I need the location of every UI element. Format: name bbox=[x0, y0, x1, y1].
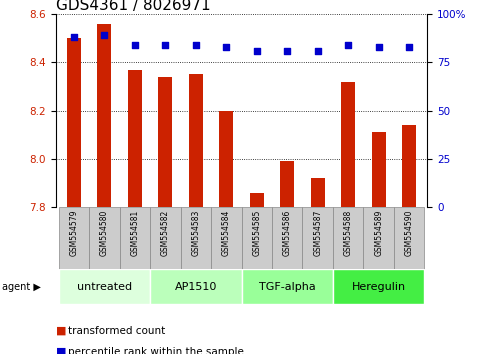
Bar bbox=[211, 207, 242, 271]
Bar bbox=[372, 132, 385, 207]
Bar bbox=[120, 207, 150, 271]
Text: GSM554581: GSM554581 bbox=[130, 210, 139, 256]
Point bbox=[131, 42, 139, 48]
Text: GSM554588: GSM554588 bbox=[344, 210, 353, 256]
Text: GDS4361 / 8026971: GDS4361 / 8026971 bbox=[56, 0, 210, 13]
Text: percentile rank within the sample: percentile rank within the sample bbox=[68, 347, 243, 354]
Point bbox=[253, 48, 261, 54]
Bar bbox=[189, 74, 203, 207]
Bar bbox=[394, 207, 425, 271]
Text: AP1510: AP1510 bbox=[174, 282, 217, 292]
Text: GSM554590: GSM554590 bbox=[405, 210, 413, 256]
Text: ■: ■ bbox=[56, 347, 66, 354]
Bar bbox=[363, 207, 394, 271]
Text: GSM554587: GSM554587 bbox=[313, 210, 322, 256]
Point bbox=[375, 44, 383, 50]
Text: GSM554584: GSM554584 bbox=[222, 210, 231, 256]
Bar bbox=[302, 207, 333, 271]
Point bbox=[161, 42, 169, 48]
Text: agent ▶: agent ▶ bbox=[2, 282, 41, 292]
Bar bbox=[58, 269, 150, 304]
Text: transformed count: transformed count bbox=[68, 326, 165, 336]
Bar bbox=[219, 111, 233, 207]
Bar bbox=[341, 82, 355, 207]
Bar bbox=[150, 207, 181, 271]
Bar bbox=[311, 178, 325, 207]
Point bbox=[222, 44, 230, 50]
Text: untreated: untreated bbox=[77, 282, 132, 292]
Bar bbox=[242, 207, 272, 271]
Text: GSM554579: GSM554579 bbox=[70, 210, 78, 256]
Text: GSM554583: GSM554583 bbox=[191, 210, 200, 256]
Bar bbox=[280, 161, 294, 207]
Bar bbox=[272, 207, 302, 271]
Point bbox=[100, 33, 108, 38]
Bar bbox=[89, 207, 120, 271]
Text: Heregulin: Heregulin bbox=[352, 282, 406, 292]
Bar bbox=[98, 24, 111, 207]
Point bbox=[405, 44, 413, 50]
Text: ■: ■ bbox=[56, 326, 66, 336]
Point bbox=[284, 48, 291, 54]
Bar bbox=[242, 269, 333, 304]
Point bbox=[314, 48, 322, 54]
Text: TGF-alpha: TGF-alpha bbox=[259, 282, 315, 292]
Bar bbox=[58, 207, 89, 271]
Bar bbox=[250, 193, 264, 207]
Bar bbox=[333, 207, 363, 271]
Bar bbox=[128, 70, 142, 207]
Text: GSM554582: GSM554582 bbox=[161, 210, 170, 256]
Text: GSM554586: GSM554586 bbox=[283, 210, 292, 256]
Text: GSM554589: GSM554589 bbox=[374, 210, 383, 256]
Bar bbox=[333, 269, 425, 304]
Text: GSM554580: GSM554580 bbox=[100, 210, 109, 256]
Text: GSM554585: GSM554585 bbox=[252, 210, 261, 256]
Bar bbox=[181, 207, 211, 271]
Point bbox=[70, 34, 78, 40]
Bar bbox=[402, 125, 416, 207]
Point bbox=[344, 42, 352, 48]
Bar bbox=[67, 38, 81, 207]
Bar bbox=[150, 269, 242, 304]
Bar bbox=[158, 77, 172, 207]
Point bbox=[192, 42, 199, 48]
